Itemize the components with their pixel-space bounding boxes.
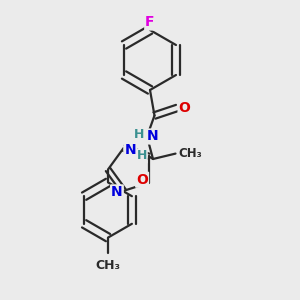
Text: H: H bbox=[134, 128, 145, 142]
Text: F: F bbox=[145, 16, 155, 29]
Text: N: N bbox=[111, 185, 123, 200]
Text: N: N bbox=[147, 130, 158, 143]
Text: CH₃: CH₃ bbox=[178, 147, 202, 160]
Text: CH₃: CH₃ bbox=[95, 259, 121, 272]
Text: O: O bbox=[178, 101, 190, 115]
Text: O: O bbox=[136, 173, 148, 187]
Text: N: N bbox=[124, 142, 136, 157]
Text: H: H bbox=[136, 149, 147, 163]
